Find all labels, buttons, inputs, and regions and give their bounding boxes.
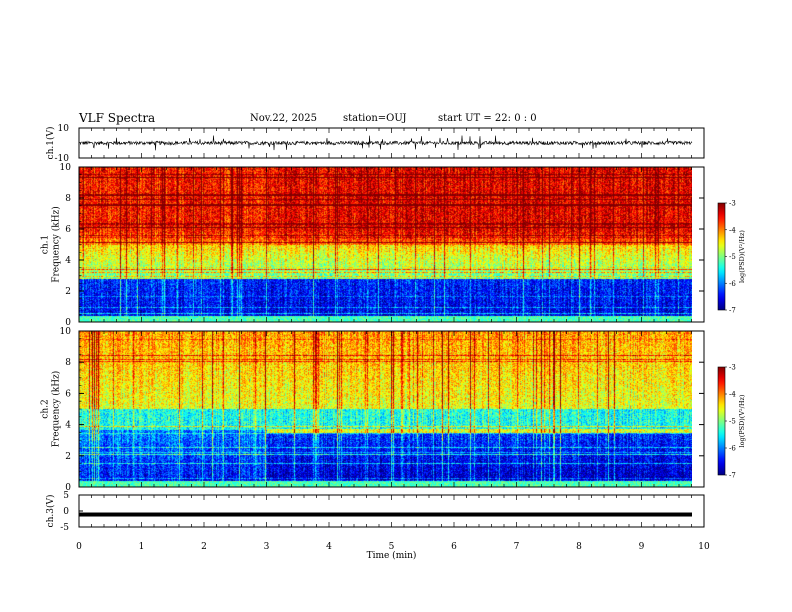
ch1-spectrogram-colorbar-tick-label: -7 <box>729 307 736 315</box>
station-label: station=OUJ <box>343 113 407 124</box>
ch1-spectrogram-colorbar-tick-label: -3 <box>729 200 736 208</box>
ch1-ytick-label: 10 <box>58 124 70 134</box>
ch3-waveform-xticks <box>78 495 705 527</box>
ch1-spectrogram-colorbar <box>717 202 726 311</box>
ch2-spectrogram-ylabel: ch.2 Frequency (kHz) <box>41 371 62 448</box>
ch1-spectrogram-ytick-label: 0 <box>65 318 71 328</box>
ch1-spectrogram-ytick-label: 4 <box>65 256 71 266</box>
ch1-spectrogram-ytick-label: 2 <box>65 287 71 297</box>
ch3-ytick-label: 5 <box>63 491 69 501</box>
ch1-spectrogram-colorbar-label-group: log(PSD)(V²/Hz) <box>738 230 746 283</box>
y-axis-label-line: Frequency (kHz) <box>51 371 62 448</box>
x-tick-label: 10 <box>698 542 710 552</box>
ch2-spectrogram-colorbar-tick-label: -6 <box>729 445 736 453</box>
ch2-spectrogram-colorbar-tick-label: -5 <box>729 418 736 426</box>
ch2-spectrogram-colorbar-tick-label: -4 <box>729 391 736 399</box>
x-tick-label: 4 <box>326 542 332 552</box>
x-tick-label: 3 <box>264 542 270 552</box>
ch3-waveform-line <box>79 512 692 517</box>
x-tick-label: 9 <box>639 542 645 552</box>
ch2-spectrogram-ytick-label: 0 <box>65 483 71 493</box>
ch2-spectrogram-ytick-label: 8 <box>65 358 71 368</box>
ch1-spectrogram-ytick-label: 6 <box>65 225 71 235</box>
ch1-waveform-ylabel: ch.1(V) <box>45 127 56 160</box>
ch2-spectrogram-colorbar <box>717 366 726 476</box>
ch1-spectrogram-colorbar-tick-label: -5 <box>729 253 736 261</box>
ch2-spectrogram-ytick-label: 10 <box>60 327 72 337</box>
ch2-spectrogram-canvas <box>79 331 692 487</box>
x-axis-label: Time (min) <box>367 550 417 561</box>
ch2-spectrogram-colorbar-tick-label: -3 <box>729 364 736 372</box>
x-tick-label: 2 <box>201 542 207 552</box>
ch1-spectrogram-ytick-label: 8 <box>65 194 71 204</box>
ch2-spectrogram-heatmap <box>79 331 692 487</box>
date-label: Nov.22, 2025 <box>250 113 317 124</box>
y-axis-label-line: ch.1 <box>41 235 51 254</box>
x-tick-label: 6 <box>451 542 457 552</box>
ch1-spectrogram-canvas <box>79 167 692 322</box>
y-axis-label-line: ch.2 <box>41 399 51 418</box>
ch1-spectrogram-xticks <box>78 167 705 322</box>
ch2-spectrogram-xticks <box>78 331 705 487</box>
ch1-spectrogram-colorbar-tick-label: -6 <box>729 280 736 288</box>
ch1-spectrogram-ytick-label: 10 <box>60 163 72 173</box>
ch2-spectrogram-colorbar-label: log(PSD)(V²/Hz) <box>738 394 746 447</box>
ch1-spectrogram-colorbar-label: log(PSD)(V²/Hz) <box>738 230 746 283</box>
ch1-ytick-label: -10 <box>55 154 70 164</box>
ch1-spectrogram-ylabel: ch.1 Frequency (kHz) <box>41 206 62 283</box>
y-axis-label-line: Frequency (kHz) <box>51 206 62 283</box>
ch1-spectrogram-colorbar-tick-label: -4 <box>729 226 736 234</box>
ch3-ytick-label: 0 <box>63 507 69 517</box>
x-tick-label: 1 <box>139 542 145 552</box>
ch3-ytick-label: -5 <box>60 523 69 533</box>
ch1-waveform-xticks <box>78 128 705 158</box>
x-tick-label: 5 <box>389 542 395 552</box>
x-tick-label: 0 <box>76 542 82 552</box>
y-axis-label-line: ch.1(V) <box>45 127 56 160</box>
chart-title: VLF Spectra <box>79 111 156 125</box>
x-tick-label: 8 <box>576 542 582 552</box>
ch2-spectrogram-ytick-label: 2 <box>65 452 71 462</box>
ch2-spectrogram-colorbar-tick-label: -7 <box>729 472 736 480</box>
ch2-spectrogram-ytick-label: 6 <box>65 389 71 399</box>
ch2-spectrogram-ytick-label: 4 <box>65 421 71 431</box>
x-tick-label: 7 <box>514 542 520 552</box>
ch2-spectrogram-colorbar-label-group: log(PSD)(V²/Hz) <box>738 394 746 447</box>
ch3-waveform-ylabel: ch.3(V) <box>45 495 56 528</box>
ch1-spectrogram-heatmap <box>79 167 692 322</box>
y-axis-label-line: ch.3(V) <box>45 495 56 528</box>
ch1-waveform-line <box>78 135 693 151</box>
start-time-label: start UT = 22: 0 : 0 <box>438 113 537 124</box>
